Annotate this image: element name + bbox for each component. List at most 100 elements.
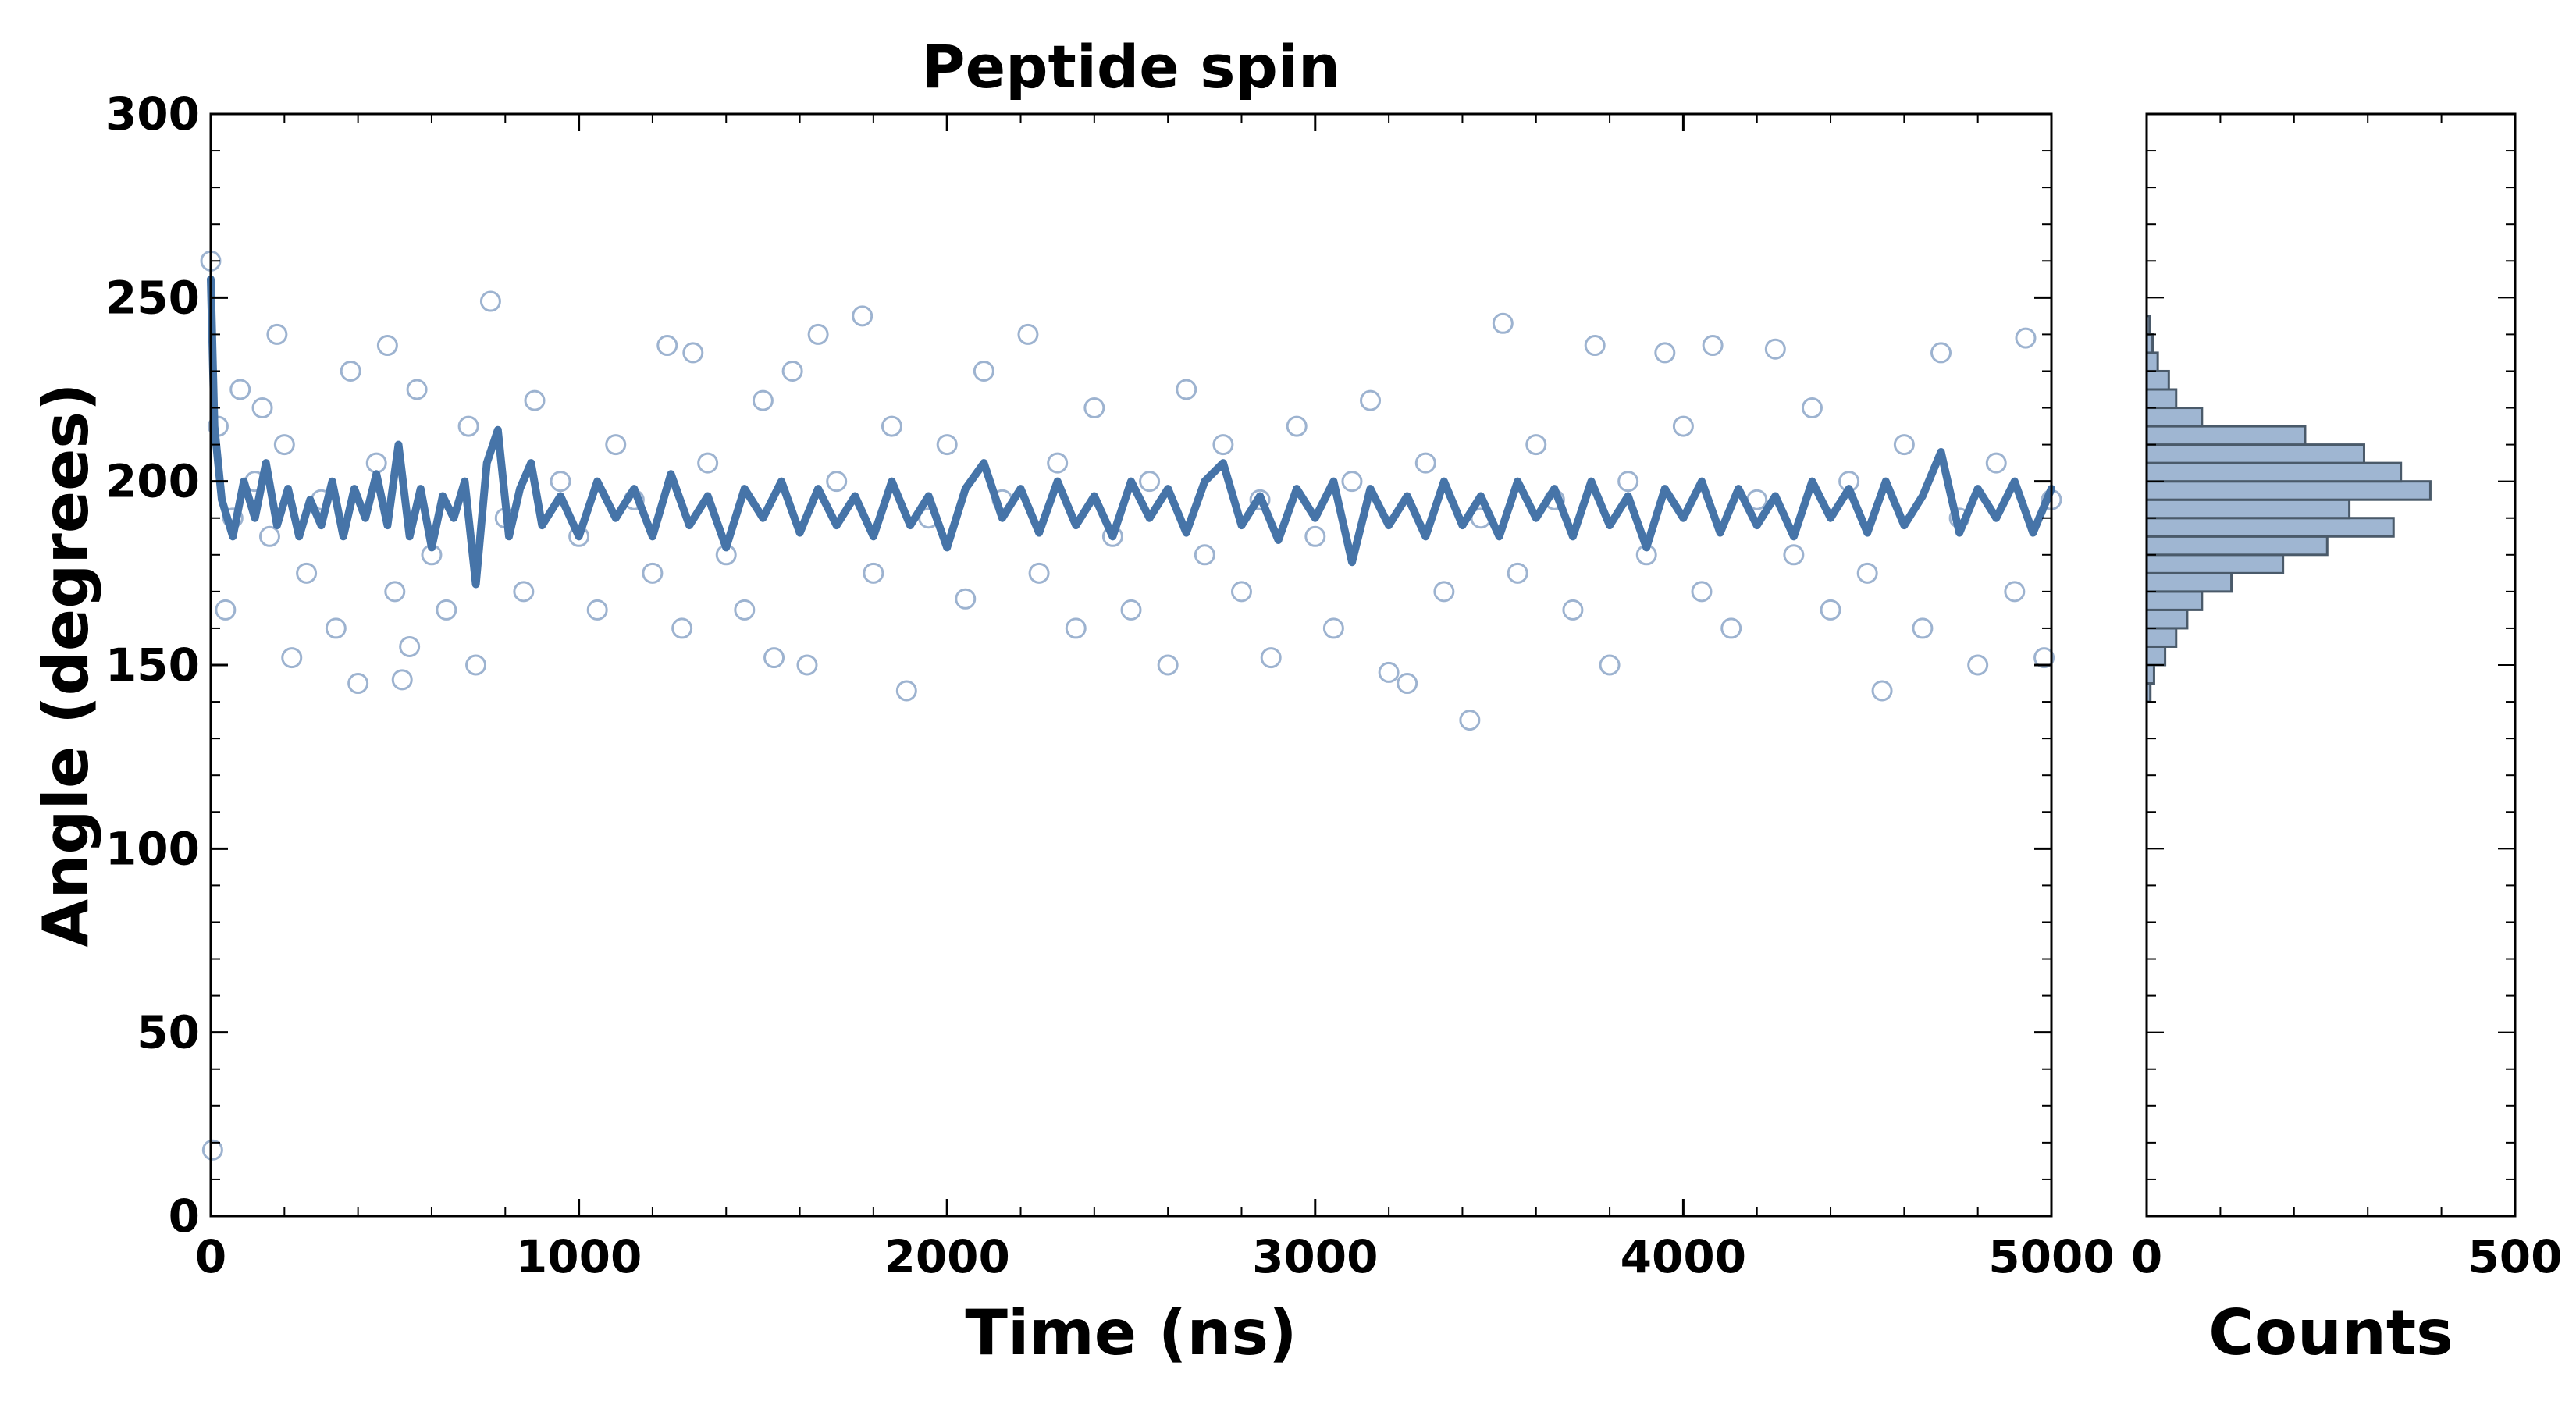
scatter-point <box>391 669 413 691</box>
scatter-point <box>796 654 818 676</box>
y-tick-label: 200 <box>105 455 200 508</box>
scatter-point <box>1139 471 1161 493</box>
scatter-point <box>1397 673 1418 695</box>
scatter-point <box>863 562 884 584</box>
scatter-point <box>852 305 873 327</box>
histogram-bar <box>2145 553 2285 574</box>
main-plot-frame <box>209 112 2053 1218</box>
scatter-point <box>973 360 994 382</box>
scatter-point <box>1599 654 1621 676</box>
line-series <box>207 275 2055 589</box>
scatter-point <box>1783 544 1805 566</box>
scatter-point <box>1083 397 1105 419</box>
main-axis-ticks: 0 1000 2000 3000 4000 5000 0 50 100 150 200 250 300 <box>105 87 2115 1283</box>
scatter-point <box>1912 617 1934 639</box>
histogram-bar <box>2145 645 2167 667</box>
scatter-point <box>1930 342 1952 364</box>
scatter-point <box>895 680 917 702</box>
scatter-point <box>682 342 704 364</box>
scatter-point <box>955 588 977 610</box>
scatter-point <box>671 617 693 639</box>
hist-x-tick-label: 500 <box>2467 1230 2562 1283</box>
x-tick-label: 0 <box>195 1230 226 1283</box>
scatter-point <box>406 379 428 400</box>
scatter-point <box>1322 617 1344 639</box>
x-axis-title: Time (ns) <box>965 1297 1297 1369</box>
scatter-point <box>325 617 347 639</box>
histogram-bars <box>2145 315 2432 703</box>
main-plot-area: 0 1000 2000 3000 4000 5000 0 50 100 150 200 250 300 <box>105 87 2115 1283</box>
scatter-point <box>1360 389 1382 411</box>
histogram-bar <box>2145 461 2403 483</box>
scatter-point <box>826 471 848 493</box>
scatter-point <box>251 397 273 419</box>
scatter-point <box>1194 544 1215 566</box>
scatter-point <box>1654 342 1676 364</box>
x-tick-label: 5000 <box>1988 1230 2114 1283</box>
scatter-point <box>1065 617 1087 639</box>
scatter-point <box>1176 379 1197 400</box>
scatter-point <box>1304 525 1326 547</box>
scatter-point <box>1492 312 1514 334</box>
scatter-point <box>734 599 756 621</box>
histogram-frame <box>2145 112 2517 1218</box>
chart-title: Peptide spin <box>922 32 1340 101</box>
scatter-point <box>347 673 369 695</box>
scatter-point <box>2033 647 2055 669</box>
scatter-point <box>1260 647 1282 669</box>
y-tick-label: 300 <box>105 87 200 140</box>
scatter-point <box>1286 415 1308 437</box>
scatter-point <box>340 360 361 382</box>
histogram-bar <box>2145 498 2351 520</box>
y-tick-label: 50 <box>137 1006 200 1059</box>
histogram-bar <box>2145 608 2189 630</box>
scatter-point <box>605 434 627 456</box>
scatter-point <box>1028 562 1050 584</box>
scatter-point <box>1230 581 1252 603</box>
scatter-series <box>200 250 2062 1161</box>
scatter-point <box>399 635 421 657</box>
scatter-point <box>229 379 251 400</box>
scatter-point <box>281 647 303 669</box>
hist-x-tick-label: 0 <box>2131 1230 2162 1283</box>
y-tick-label: 0 <box>169 1190 200 1243</box>
scatter-point <box>697 452 719 474</box>
scatter-point <box>215 599 237 621</box>
scatter-point <box>1249 489 1271 510</box>
scatter-point <box>1562 599 1584 621</box>
scatter-point <box>752 389 774 411</box>
histogram-bar <box>2145 480 2432 501</box>
scatter-point <box>1764 338 1786 360</box>
histogram-plot-area: 0 500 <box>2131 112 2563 1283</box>
histogram-bar <box>2145 369 2170 391</box>
histogram-bar <box>2145 407 2204 428</box>
scatter-point <box>1672 415 1694 437</box>
scatter-point <box>2004 581 2026 603</box>
scatter-point <box>1720 617 1742 639</box>
scatter-point <box>1691 581 1713 603</box>
x-tick-label: 2000 <box>884 1230 1009 1283</box>
scatter-point <box>1967 654 1989 676</box>
scatter-point <box>384 581 406 603</box>
series-line <box>207 275 2055 589</box>
y-tick-label: 150 <box>105 638 200 692</box>
scatter-point <box>1341 471 1363 493</box>
scatter-point <box>1584 335 1606 357</box>
histogram-bar <box>2145 571 2233 593</box>
histogram-bar <box>2145 351 2159 372</box>
scatter-point <box>1378 661 1400 683</box>
scatter-point <box>1820 599 1841 621</box>
scatter-point <box>1801 397 1823 419</box>
x-tick-label: 4000 <box>1621 1230 1746 1283</box>
scatter-point <box>2015 327 2037 349</box>
scatter-point <box>266 323 288 345</box>
scatter-point <box>763 647 785 669</box>
scatter-point <box>365 452 387 474</box>
scatter-point <box>273 434 295 456</box>
scatter-point <box>881 415 902 437</box>
scatter-point <box>457 415 479 437</box>
scatter-point <box>550 471 571 493</box>
histogram-bar <box>2145 443 2365 464</box>
histogram-bar <box>2145 535 2329 557</box>
